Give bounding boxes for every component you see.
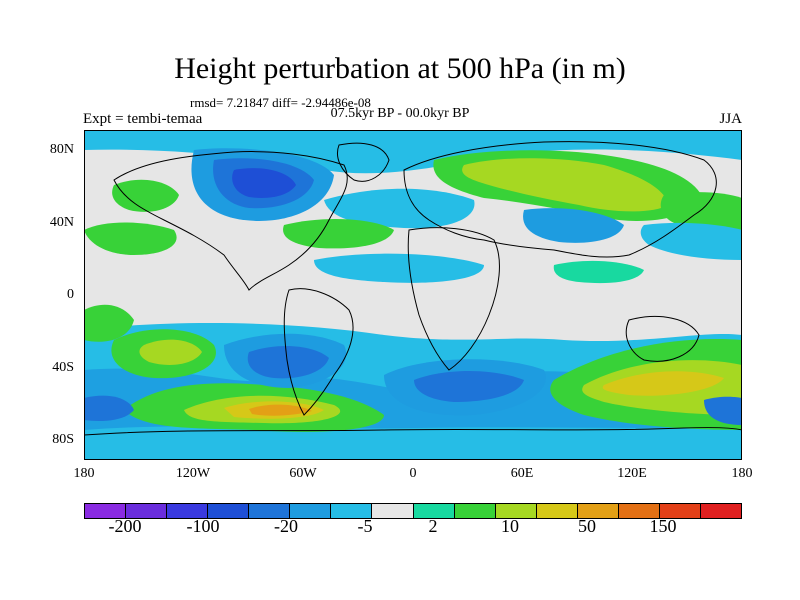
colorbar-cell bbox=[536, 504, 578, 518]
x-label-120e: 120E bbox=[617, 466, 647, 481]
coast-europe-asia bbox=[403, 141, 717, 258]
map-plot bbox=[84, 130, 742, 460]
colorbar-cell bbox=[577, 504, 619, 518]
x-label-0: 0 bbox=[409, 466, 417, 481]
colorbar-cell bbox=[290, 504, 332, 518]
field-n-central-asia-blue bbox=[523, 208, 624, 243]
field-n-india-teal bbox=[553, 260, 644, 284]
coast-australia bbox=[625, 315, 700, 362]
field-s-atlantic-orange bbox=[249, 404, 312, 416]
colorbar-cell bbox=[700, 504, 741, 518]
map-frame bbox=[84, 130, 742, 460]
colorbar-cell bbox=[413, 504, 455, 518]
field-s-southamerica-darkblue bbox=[247, 346, 329, 379]
colorbar-cell bbox=[85, 504, 127, 518]
colorbar-cell bbox=[249, 504, 291, 518]
coast-south-america bbox=[283, 288, 354, 416]
coast-north-america bbox=[113, 151, 348, 291]
field-s-west-darkblue bbox=[84, 395, 134, 421]
colorbar-cell bbox=[331, 504, 373, 518]
colorbar-label-neg20: -20 bbox=[274, 516, 298, 536]
experiment-label: Expt = tembi-temaa bbox=[83, 111, 203, 127]
field-s-lowlat-lightgray bbox=[84, 426, 742, 460]
field-n-north-america-darkblue bbox=[232, 168, 296, 198]
coast-greenland bbox=[337, 142, 390, 182]
field-s-pacific-yellowgreen bbox=[139, 339, 202, 365]
field-n-midpacific-green bbox=[84, 222, 177, 255]
season-label: JJA bbox=[719, 111, 742, 127]
field-s-east-darkblue bbox=[704, 396, 742, 425]
x-label-60e: 60E bbox=[510, 466, 534, 481]
map-title: Height perturbation at 500 hPa (in m) bbox=[174, 52, 626, 85]
x-label-60w: 60W bbox=[289, 466, 317, 481]
field-n-alaska-green bbox=[112, 179, 179, 212]
colorbar-cell bbox=[659, 504, 701, 518]
field-s-indian-yellow bbox=[602, 371, 724, 396]
colorbar bbox=[84, 503, 742, 519]
x-label-180e: 180 bbox=[731, 466, 753, 481]
y-label-80n: 80N bbox=[49, 142, 74, 157]
colorbar-label-50: 50 bbox=[578, 516, 596, 536]
colorbar-cell bbox=[208, 504, 250, 518]
y-label-40n: 40N bbox=[49, 215, 74, 230]
field-n-east-asia-lightblue bbox=[640, 222, 742, 260]
coast-antarctica bbox=[84, 427, 742, 436]
colorbar-label-neg200: -200 bbox=[108, 516, 142, 536]
colorbar-label-neg100: -100 bbox=[186, 516, 220, 536]
field-s-africa-darkblue bbox=[414, 371, 524, 402]
field-n-atlantic-green bbox=[283, 218, 394, 249]
colorbar-cell bbox=[495, 504, 537, 518]
x-label-180w: 180 bbox=[73, 466, 95, 481]
period-line: 07.5kyr BP - 00.0kyr BP bbox=[330, 106, 470, 121]
x-label-120w: 120W bbox=[175, 466, 211, 481]
colorbar-cell bbox=[167, 504, 209, 518]
field-s-west-edge-lightblue bbox=[84, 304, 134, 342]
stats-line: rmsd= 7.21847 diff= -2.94486e-08 bbox=[190, 95, 371, 110]
colorbar-cell bbox=[126, 504, 168, 518]
colorbar-cell bbox=[372, 504, 414, 518]
colorbar-cell bbox=[618, 504, 660, 518]
coastlines bbox=[84, 141, 742, 436]
colorbar-label-neg5: -5 bbox=[357, 516, 373, 536]
y-label-0: 0 bbox=[67, 287, 74, 302]
colorbar-label-10: 10 bbox=[501, 516, 519, 536]
field-n-eurasia-yellowgreen bbox=[462, 158, 669, 212]
field-n-atlantic-lightblue bbox=[324, 188, 475, 229]
colorbar-label-2: 2 bbox=[428, 516, 438, 536]
colorbar-label-150: 150 bbox=[649, 516, 677, 536]
field-n-tropical-lightblue bbox=[314, 253, 484, 283]
coast-africa bbox=[407, 227, 500, 371]
colorbar-cell bbox=[454, 504, 496, 518]
y-label-80s: 80S bbox=[52, 432, 74, 447]
y-label-40s: 40S bbox=[52, 360, 74, 375]
field-n-band-lightblue bbox=[84, 130, 742, 174]
